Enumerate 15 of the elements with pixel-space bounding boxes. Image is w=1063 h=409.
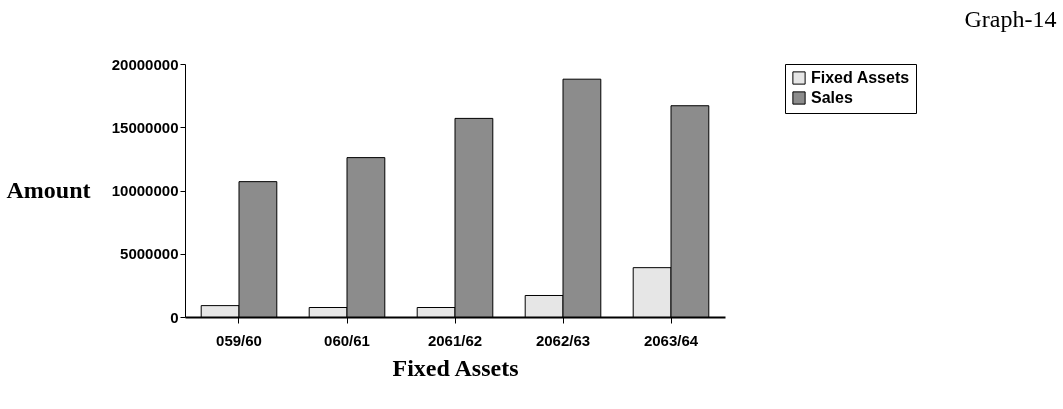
y-tick-label: 0	[170, 308, 179, 326]
x-tick-label: 2063/64	[643, 331, 699, 349]
y-tick-label: 10000000	[111, 182, 179, 199]
x-tick-label: 059/60	[216, 331, 262, 349]
y-tick-label: 15000000	[111, 118, 179, 136]
text: Graph-14	[964, 6, 1057, 32]
y-tick-label: 5000000	[120, 245, 179, 263]
x-tick-label: 060/61	[324, 331, 370, 349]
y-tick-label: 20000000	[111, 55, 179, 73]
x-axis-title: Fixed Assets	[392, 354, 519, 381]
x-tick-label: 2062/63	[535, 331, 591, 349]
y-axis-title: Amount	[6, 176, 91, 203]
legend-label: Sales	[811, 89, 853, 106]
x-tick-label: 2061/62	[427, 331, 483, 349]
legend-label: Fixed Assets	[811, 69, 910, 86]
